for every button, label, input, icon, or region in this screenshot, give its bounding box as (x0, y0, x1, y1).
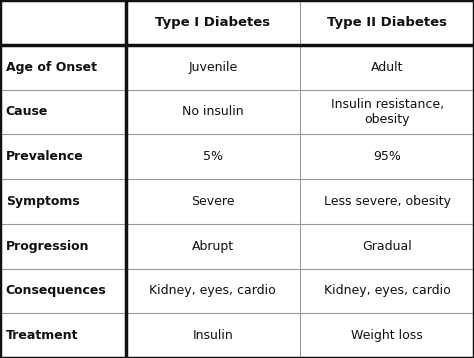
Text: Kidney, eyes, cardio: Kidney, eyes, cardio (149, 284, 276, 297)
Text: 95%: 95% (374, 150, 401, 163)
Text: Gradual: Gradual (363, 240, 412, 253)
Text: Insulin resistance,
obesity: Insulin resistance, obesity (331, 98, 444, 126)
Text: Consequences: Consequences (6, 284, 107, 297)
Text: Type I Diabetes: Type I Diabetes (155, 16, 270, 29)
Text: Less severe, obesity: Less severe, obesity (324, 195, 451, 208)
Text: Juvenile: Juvenile (188, 61, 237, 74)
Text: Treatment: Treatment (6, 329, 78, 342)
Text: Type II Diabetes: Type II Diabetes (327, 16, 447, 29)
Text: Insulin: Insulin (192, 329, 233, 342)
Text: Age of Onset: Age of Onset (6, 61, 97, 74)
Text: Severe: Severe (191, 195, 235, 208)
Text: Prevalence: Prevalence (6, 150, 83, 163)
Text: Progression: Progression (6, 240, 89, 253)
Text: Weight loss: Weight loss (351, 329, 423, 342)
Text: Kidney, eyes, cardio: Kidney, eyes, cardio (324, 284, 451, 297)
Text: Symptoms: Symptoms (6, 195, 80, 208)
Text: Cause: Cause (6, 105, 48, 118)
Text: No insulin: No insulin (182, 105, 244, 118)
Text: Abrupt: Abrupt (192, 240, 234, 253)
Text: Adult: Adult (371, 61, 403, 74)
Text: 5%: 5% (203, 150, 223, 163)
